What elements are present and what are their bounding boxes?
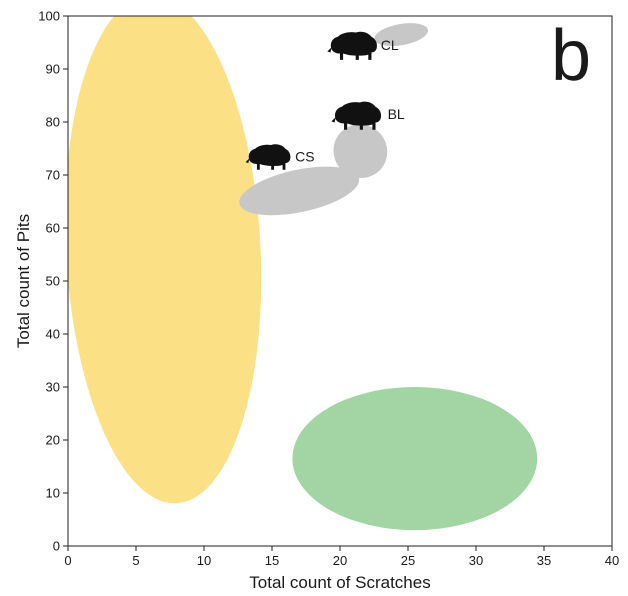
y-axis-title: Total count of Pits: [14, 214, 33, 348]
group-labels: CS BL CL: [295, 37, 405, 164]
x-tick-label: 30: [469, 553, 483, 568]
x-tick-label: 40: [605, 553, 619, 568]
x-tick-label: 20: [333, 553, 347, 568]
y-tick-label: 100: [38, 9, 60, 24]
panel-label: b: [551, 16, 591, 96]
x-tick-label: 25: [401, 553, 415, 568]
x-tick-label: 15: [265, 553, 279, 568]
y-tick-label: 20: [46, 433, 60, 448]
y-tick-label: 40: [46, 327, 60, 342]
y-tick-label: 90: [46, 62, 60, 77]
boar-icon-cl: [327, 31, 377, 60]
regions-layer: [68, 16, 538, 531]
y-tick-label: 80: [46, 115, 60, 130]
x-tick-label: 10: [197, 553, 211, 568]
y-tick-label: 70: [46, 168, 60, 183]
region-cs: [239, 166, 360, 216]
y-tick-label: 0: [53, 539, 60, 554]
region-yellow: [68, 16, 262, 504]
axes: 0 5 10 15 20 25 30 35 40 0 10 20 30 40 50 60 70 80 90 100: [38, 9, 619, 569]
group-label-bl: BL: [388, 106, 405, 122]
boar-icon-cs: [245, 144, 291, 170]
y-tick-label: 30: [46, 380, 60, 395]
region-green: [292, 387, 538, 531]
region-bl: [333, 124, 388, 178]
y-tick-label: 60: [46, 221, 60, 236]
x-tick-label: 5: [132, 553, 139, 568]
y-tick-label: 50: [46, 274, 60, 289]
x-axis-title: Total count of Scratches: [249, 573, 430, 592]
region-cl: [374, 23, 429, 47]
x-tick-label: 35: [537, 553, 551, 568]
group-label-cl: CL: [381, 37, 399, 53]
group-label-cs: CS: [295, 148, 314, 164]
y-tick-label: 10: [46, 486, 60, 501]
x-tick-label: 0: [64, 553, 71, 568]
